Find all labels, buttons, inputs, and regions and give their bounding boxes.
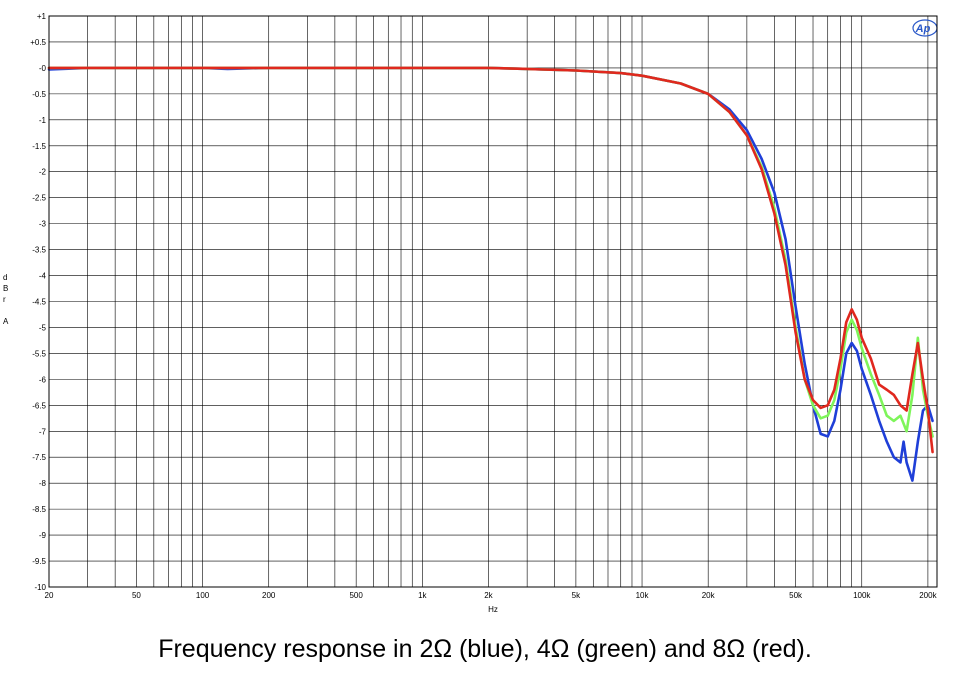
y-tick-label: -6.5 bbox=[32, 401, 46, 410]
y-axis-label-char: A bbox=[3, 317, 9, 326]
y-tick-label: -5.5 bbox=[32, 349, 46, 358]
x-tick-label: 200k bbox=[919, 591, 937, 600]
series-line-3 bbox=[47, 66, 934, 454]
x-tick-label: 50k bbox=[789, 591, 803, 600]
x-tick-label: 20 bbox=[45, 591, 54, 600]
y-tick-label: -9.5 bbox=[32, 557, 46, 566]
y-tick-label: -5 bbox=[39, 323, 47, 332]
y-tick-label: -10 bbox=[34, 583, 46, 592]
x-tick-label: 1k bbox=[418, 591, 427, 600]
y-axis-ticks: +1 +0.5 -0 -0.5 -1 -1.5 -2 -2.5 -3 -3.5 -4 -4.5 -5 -5… bbox=[30, 12, 46, 592]
y-tick-label: -7.5 bbox=[32, 453, 46, 462]
y-tick-label: +0.5 bbox=[30, 38, 46, 47]
y-tick-label: +1 bbox=[37, 12, 47, 21]
x-tick-label: 100k bbox=[853, 591, 871, 600]
x-tick-label: 50 bbox=[132, 591, 141, 600]
y-tick-label: -4.5 bbox=[32, 298, 46, 307]
chart-grid bbox=[48, 15, 937, 588]
y-axis-label: dBr A bbox=[3, 273, 9, 326]
x-tick-label: 500 bbox=[349, 591, 363, 600]
y-tick-label: -2.5 bbox=[32, 194, 46, 203]
y-tick-label: -8 bbox=[39, 479, 47, 488]
y-tick-label: -1 bbox=[39, 116, 47, 125]
y-tick-label: -0.5 bbox=[32, 90, 46, 99]
x-tick-label: 10k bbox=[636, 591, 650, 600]
plot-frame bbox=[48, 15, 938, 588]
chart-series bbox=[47, 66, 934, 482]
figure-caption: Frequency response in 2Ω (blue), 4Ω (gre… bbox=[158, 635, 812, 663]
y-tick-label: -2 bbox=[39, 168, 47, 177]
y-tick-label: -3.5 bbox=[32, 246, 46, 255]
ap-logo-text: Ap bbox=[915, 23, 931, 35]
y-axis-label-char: r bbox=[3, 295, 6, 304]
x-tick-label: 100 bbox=[196, 591, 210, 600]
y-tick-label: -0 bbox=[39, 64, 47, 73]
x-tick-label: 5k bbox=[572, 591, 581, 600]
y-tick-label: -4 bbox=[39, 272, 47, 281]
y-tick-label: -3 bbox=[39, 220, 47, 229]
x-tick-label: 20k bbox=[702, 591, 716, 600]
x-axis-ticks: 20 50 100 200 500 1k 2k 5k 10k 20k 50k 100k 200k bbox=[45, 591, 938, 600]
y-tick-label: -7 bbox=[39, 427, 47, 436]
x-axis-label: Hz bbox=[488, 605, 498, 614]
x-tick-label: 2k bbox=[484, 591, 493, 600]
frequency-response-chart: 20 50 100 200 500 1k 2k 5k 10k 20k 50k 100k 200k +1+… bbox=[3, 12, 938, 614]
ap-logo: Ap bbox=[912, 19, 938, 37]
y-tick-label: -9 bbox=[39, 531, 47, 540]
x-tick-label: 200 bbox=[262, 591, 276, 600]
y-tick-label: -6 bbox=[39, 375, 47, 384]
y-axis-label-char: d bbox=[3, 273, 7, 282]
y-axis-label-char: B bbox=[3, 284, 8, 293]
y-tick-label: -8.5 bbox=[32, 505, 46, 514]
y-tick-label: -1.5 bbox=[32, 142, 46, 151]
